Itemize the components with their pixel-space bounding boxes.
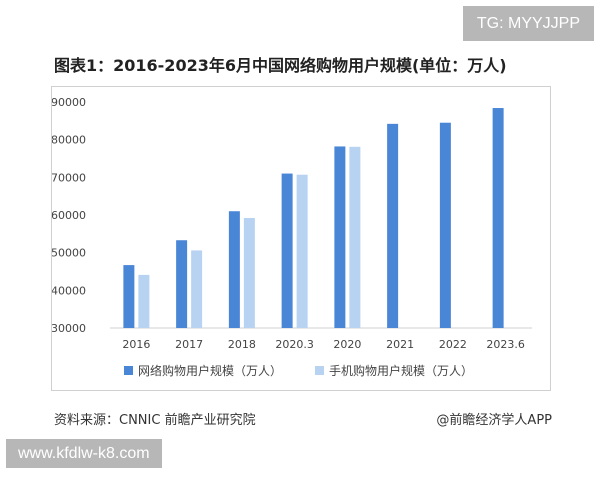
legend-swatch-online — [124, 366, 133, 375]
chart-title: 图表1：2016-2023年6月中国网络购物用户规模(单位：万人) — [54, 56, 507, 75]
x-tick-label: 2023.6 — [486, 338, 525, 351]
tg-watermark: TG: MYYJJPP — [462, 6, 594, 41]
x-tick-label: 2016 — [122, 338, 150, 351]
x-tick-label: 2020.3 — [275, 338, 314, 351]
x-tick-label: 2021 — [386, 338, 414, 351]
legend-label-mobile: 手机购物用户规模（万人） — [329, 363, 473, 378]
source-note: 资料来源：CNNIC 前瞻产业研究院 — [54, 413, 256, 428]
chart-frame: 30000 40000 50000 60000 70000 80000 90000 2016 2… — [51, 86, 551, 391]
legend-swatch-mobile — [315, 366, 324, 375]
x-tick-label: 2017 — [175, 338, 203, 351]
bar-mobile-shopping — [349, 146, 361, 328]
credit-note: @前瞻经济学人APP — [436, 413, 552, 428]
y-tick-label: 40000 — [52, 284, 86, 297]
bar-mobile-shopping — [243, 218, 255, 328]
bar-online-shopping — [334, 146, 346, 328]
legend-label-online: 网络购物用户规模（万人） — [138, 363, 282, 378]
x-tick-label: 2022 — [439, 338, 467, 351]
bar-mobile-shopping — [191, 250, 203, 328]
y-tick-label: 60000 — [52, 209, 86, 222]
y-tick-label: 90000 — [52, 96, 86, 109]
y-tick-label: 80000 — [52, 134, 86, 147]
bar-chart: 30000 40000 50000 60000 70000 80000 90000 2016 2… — [52, 96, 532, 378]
bar-online-shopping — [123, 265, 135, 328]
y-tick-label: 50000 — [52, 247, 86, 260]
bar-mobile-shopping — [138, 274, 150, 328]
x-tick-label: 2020 — [333, 338, 361, 351]
bar-mobile-shopping — [296, 174, 308, 328]
bar-online-shopping — [281, 173, 293, 328]
bar-online-shopping — [492, 108, 504, 328]
y-tick-label: 30000 — [52, 322, 86, 335]
x-tick-label: 2018 — [228, 338, 256, 351]
bar-online-shopping — [176, 240, 188, 328]
url-watermark: www.kfdlw-k8.com — [6, 439, 162, 468]
y-tick-label: 70000 — [52, 171, 86, 184]
bar-online-shopping — [387, 123, 399, 328]
bar-online-shopping — [228, 211, 240, 328]
bar-online-shopping — [439, 122, 451, 328]
